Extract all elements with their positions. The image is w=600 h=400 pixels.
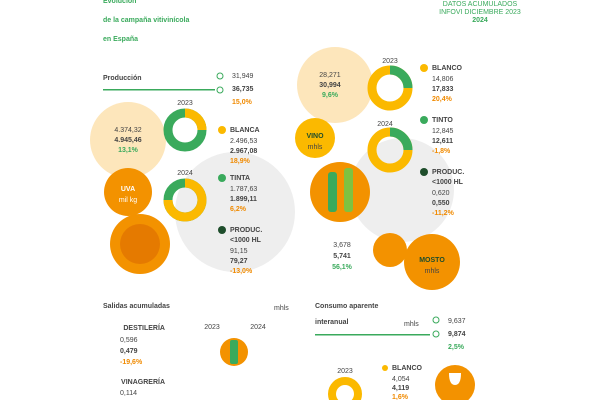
uva-label: UVA [121,186,135,193]
value: 17,833 [432,86,454,93]
value: 0,620 [432,190,450,197]
value: 30,994 [319,82,341,89]
year: 2023 [337,368,353,375]
item-name: PRODUC. [230,227,262,234]
value: 4.374,32 [114,127,141,134]
percent: -13,0% [230,268,253,275]
note: INFOVI DICIEMBRE 2023 [439,9,521,16]
title: en España [103,36,138,43]
value: 36,735 [232,86,254,93]
value: 4,119 [392,385,409,392]
percent: -11,2% [432,210,455,217]
percent: 2,5% [448,344,465,351]
item-name: TINTO [432,117,453,124]
unit: mhls [308,144,323,151]
value: 79,27 [230,258,248,265]
percent: -19,6% [120,359,143,366]
percent: 15,0% [232,99,253,106]
mosto-label: MOSTO [419,257,445,264]
percent: 13,1% [118,147,139,154]
value: 91,15 [230,248,248,255]
value: 1.787,63 [230,186,257,193]
unit: mhls [274,305,289,312]
year: 2023 [382,58,398,65]
item-name: TINTA [230,175,250,182]
section-title: Salidas acumuladas [103,303,170,310]
value: 0,114 [120,390,137,397]
unit: mil kg [119,197,137,204]
year: 2024 [250,324,266,331]
percent: 1,6% [392,394,409,400]
percent: 9,6% [322,92,339,99]
year: 2024 [177,170,193,177]
decor [90,47,475,400]
item-name: BLANCA [230,127,260,134]
year: 2023 [177,100,193,107]
value: 3,678 [333,242,351,249]
value: 12,611 [432,138,453,145]
value: 2.967,08 [230,148,257,155]
section-title: interanual [315,319,349,326]
value: 14,806 [432,76,454,83]
note: 2024 [472,17,488,24]
item-name: DESTILERÍA [123,323,165,332]
value: 2.496,53 [230,138,257,145]
unit: mhls [404,321,419,328]
value: 0,596 [120,337,138,344]
value: 5,741 [333,253,351,260]
value: 4,054 [392,376,410,383]
item-name: BLANCO [432,65,462,72]
title: Evolución [103,0,136,5]
value: 9,874 [448,331,466,338]
item-name: <1000 HL [230,237,262,244]
value: 0,550 [432,200,450,207]
note: DATOS ACUMULADOS [443,1,518,8]
section-title: Producción [103,75,142,82]
percent: 56,1% [332,264,353,271]
title: de la campaña vitivinícola [103,17,189,24]
value: 12,845 [432,128,454,135]
year: 2024 [377,121,393,128]
percent: 6,2% [230,206,247,213]
item-name: BLANCO [392,365,422,372]
item-name: PRODUC. [432,169,464,176]
value: 28,271 [319,72,341,79]
item-name: VINAGRERÍA [121,377,165,386]
value: 9,637 [448,318,466,325]
percent: 20,4% [432,96,453,103]
unit: mhls [425,268,440,275]
year: 2023 [204,324,220,331]
item-name: <1000 HL [432,179,464,186]
value: 31,949 [232,73,254,80]
value: 0,479 [120,348,138,355]
percent: -1,8% [432,148,451,155]
section-title: Consumo aparente [315,303,379,310]
value: 4.945,46 [114,137,141,144]
value: 1.899,11 [230,196,257,203]
vino-label: VINO [306,133,324,140]
percent: 18,9% [230,158,251,165]
